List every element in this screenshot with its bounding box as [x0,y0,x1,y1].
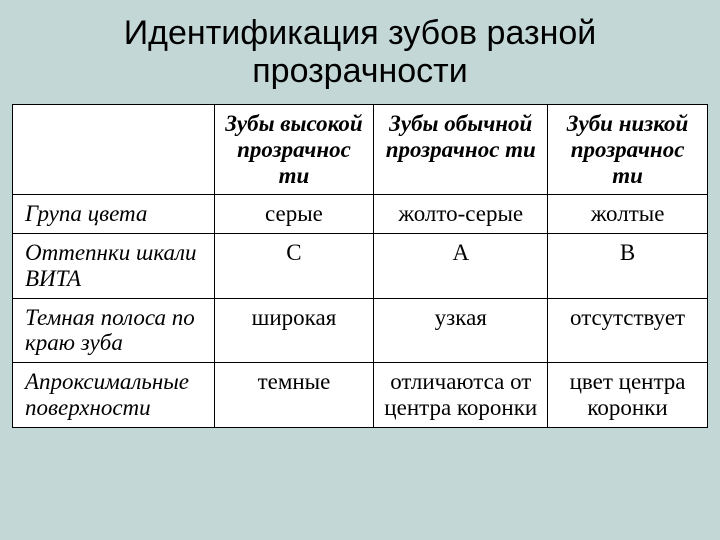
table-cell: серые [214,195,374,234]
table-row: Група цвета серые жолто-серые жолтые [13,195,708,234]
row-label: Оттепнки шкали ВИТА [13,234,215,299]
table-cell: А [374,234,548,299]
table-header-col-3: Зуби низкой прозрачнос ти [548,105,708,195]
table-header-col-2: Зубы обычной прозрачнос ти [374,105,548,195]
table-header-blank [13,105,215,195]
table-cell: широкая [214,298,374,363]
table-cell: темные [214,363,374,428]
table-row: Темная полоса по краю зуба широкая узкая… [13,298,708,363]
table-cell: узкая [374,298,548,363]
row-label: Апроксимальные поверхности [13,363,215,428]
table-cell: цвет центра коронки [548,363,708,428]
table-header-col-1: Зубы высокой прозрачнос ти [214,105,374,195]
table-row: Оттепнки шкали ВИТА С А В [13,234,708,299]
slide-title: Идентификация зубов разной прозрачности [12,14,708,90]
table-cell: отсутствует [548,298,708,363]
table-cell: жолтые [548,195,708,234]
row-label: Темная полоса по краю зуба [13,298,215,363]
table-cell: С [214,234,374,299]
slide: Идентификация зубов разной прозрачности … [0,0,720,540]
table-cell: отличаютса от центра коронки [374,363,548,428]
row-label: Група цвета [13,195,215,234]
table-cell: жолто-серые [374,195,548,234]
table-header-row: Зубы высокой прозрачнос ти Зубы обычной … [13,105,708,195]
table-row: Апроксимальные поверхности темные отлича… [13,363,708,428]
table-cell: В [548,234,708,299]
comparison-table: Зубы высокой прозрачнос ти Зубы обычной … [12,104,708,428]
